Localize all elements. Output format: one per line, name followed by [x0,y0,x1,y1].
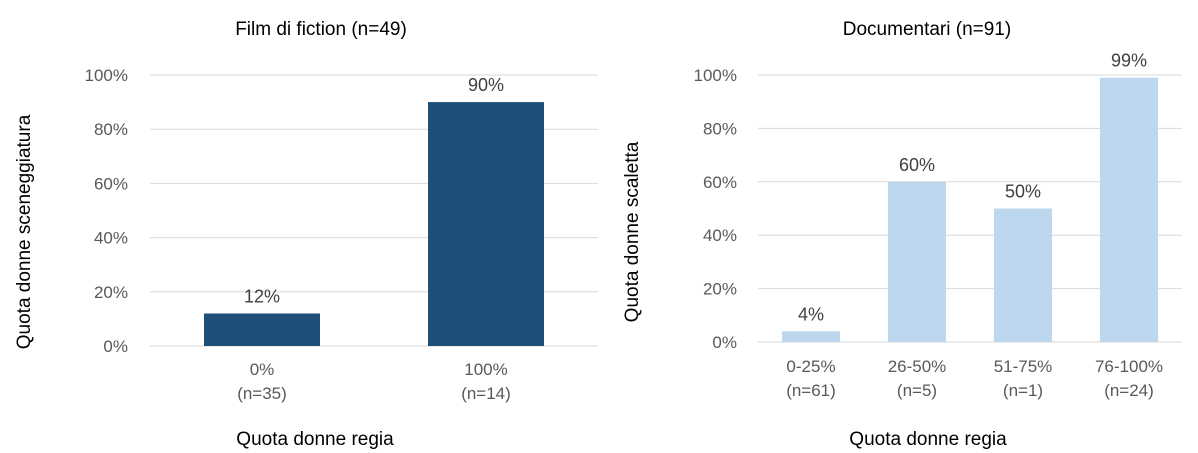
data-label: 99% [1111,51,1147,71]
y-tick-label: 80% [703,119,737,138]
x-tick-label: 100% [464,360,507,379]
y-axis-title: Quota donne sceneggiatura [14,114,35,349]
x-tick-label: 0% [250,360,275,379]
chart-1: Film di fiction (n=49) 0% 20% 40% 60% 80% 100%… [14,19,598,450]
chart-title: Film di fiction (n=49) [235,19,407,40]
bar [994,208,1052,342]
y-tick-label: 80% [94,120,128,139]
x-tick-sublabel: (n=5) [897,381,937,400]
bar [888,181,946,342]
data-label: 90% [468,75,504,95]
bar [204,313,320,346]
y-tick-label: 20% [94,283,128,302]
y-tick-label: 40% [94,229,128,248]
x-tick-label: 0-25% [786,357,835,376]
bar [1100,77,1158,343]
y-tick-label: 60% [94,174,128,193]
y-tick-label: 0% [712,333,737,352]
x-axis-title: Quota donne regia [849,429,1007,450]
x-tick-sublabel: (n=61) [786,381,836,400]
y-tick-label: 100% [85,66,128,85]
y-tick-label: 60% [703,173,737,192]
x-tick-sublabel: (n=14) [461,384,511,403]
data-label: 60% [899,155,935,175]
data-label: 4% [798,304,824,324]
x-tick-sublabel: (n=24) [1104,381,1154,400]
x-tick-sublabel: (n=35) [237,384,287,403]
x-tick-label: 76-100% [1095,357,1163,376]
x-axis-title: Quota donne regia [236,429,394,450]
y-tick-label: 40% [703,226,737,245]
y-tick-label: 100% [694,66,737,85]
chart-title: Documentari (n=91) [843,19,1011,40]
y-tick-label: 0% [103,337,128,356]
data-label: 50% [1005,182,1041,202]
x-tick-label: 51-75% [994,357,1053,376]
bar [428,102,544,346]
data-label: 12% [244,286,280,306]
y-tick-label: 20% [703,280,737,299]
x-tick-sublabel: (n=1) [1003,381,1043,400]
x-tick-label: 26-50% [888,357,947,376]
chart-2: Documentari (n=91) 0% 20% 40% 60% 80% 100% 4% 0-… [622,19,1182,450]
bar [782,331,840,342]
y-axis-title: Quota donne scaletta [622,141,643,322]
